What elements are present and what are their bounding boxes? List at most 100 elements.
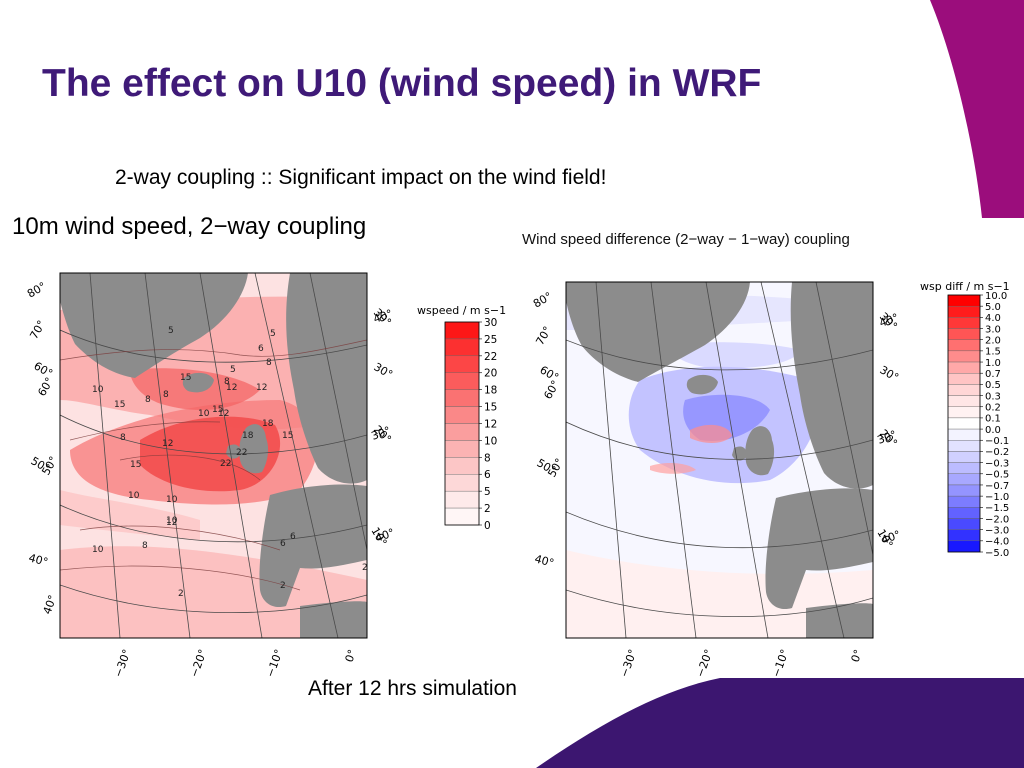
svg-text:10: 10	[128, 491, 140, 501]
legend-color-swatch	[947, 507, 981, 519]
svg-text:40°: 40°	[374, 526, 397, 545]
svg-text:22: 22	[220, 459, 231, 469]
legend-color-swatch	[444, 507, 480, 526]
legend-tick-label: −0.1	[985, 436, 1009, 447]
legend-tick-label: 0.1	[985, 414, 1001, 425]
contour-labels: 5 5 6 8 8 8 8 10 10 10 10 12 12 12 12 12…	[92, 326, 368, 599]
legend-tick-label: −2.0	[985, 514, 1009, 525]
wind-speed-legend-title: wspeed / m s−1	[417, 304, 506, 317]
north-africa-landmass	[806, 603, 873, 638]
svg-text:6: 6	[258, 344, 264, 354]
positive-diff-area	[690, 424, 732, 443]
positive-diff-area	[650, 463, 696, 474]
legend-color-swatch	[947, 350, 981, 363]
iceland-landmass	[182, 372, 214, 393]
svg-text:70°: 70°	[27, 318, 48, 341]
positive-diff-south	[566, 550, 873, 638]
legend-tick-label: −5.0	[985, 548, 1009, 559]
legend-tick-label: −0.5	[985, 470, 1009, 481]
legend-color-swatch	[947, 473, 981, 486]
svg-text:15: 15	[282, 431, 293, 441]
svg-text:18: 18	[242, 431, 254, 441]
legend-tick-label: 0.3	[985, 391, 1001, 402]
legend-tick-label: 5.0	[985, 302, 1001, 313]
longitude-labels-bottom: −30° −20° −10° 0°	[112, 648, 359, 679]
svg-text:6: 6	[290, 532, 296, 542]
svg-text:10: 10	[92, 545, 104, 555]
wind-speed-map: 5 5 6 8 8 8 8 10 10 10 10 12 12 12 12 12…	[25, 272, 506, 679]
svg-text:10: 10	[92, 385, 104, 395]
legend-color-swatch	[947, 384, 981, 396]
svg-text:10: 10	[198, 409, 210, 419]
legend-color-swatch	[947, 518, 981, 530]
latitude-labels: 80° 70° 60° 60° 50° 50° 40°	[531, 290, 566, 570]
british-isles-landmass	[745, 426, 775, 476]
legend-tick-label: 18	[484, 385, 497, 397]
svg-text:80°: 80°	[25, 280, 48, 301]
legend-color-swatch	[947, 495, 981, 508]
svg-text:70°: 70°	[533, 324, 554, 347]
svg-text:30°: 30°	[876, 428, 899, 447]
svg-text:8: 8	[266, 358, 272, 368]
svg-text:2: 2	[178, 589, 184, 599]
difference-legend: 10.05.04.03.02.01.51.00.70.50.30.20.10.0…	[947, 291, 1009, 559]
legend-tick-label: −1.5	[985, 503, 1009, 514]
svg-text:8: 8	[224, 377, 230, 387]
legend-tick-label: 6	[484, 469, 491, 481]
legend-tick-label: −0.3	[985, 458, 1009, 469]
slide-subtitle: 2-way coupling :: Significant impact on …	[115, 166, 607, 189]
legend-color-swatch	[444, 440, 480, 458]
legend-tick-label: 2.0	[985, 335, 1001, 346]
legend-color-swatch	[444, 389, 480, 407]
legend-color-swatch	[947, 462, 981, 474]
svg-text:40°: 40°	[880, 528, 903, 547]
legend-color-swatch	[947, 395, 981, 407]
legend-tick-label: 0.5	[985, 380, 1001, 391]
longitude-labels-right: 30° 40° 30° 20° 30° 10° 40°	[368, 306, 396, 548]
legend-tick-label: 8	[484, 452, 491, 464]
legend-tick-label: 0.2	[985, 403, 1001, 414]
legend-tick-label: 4.0	[985, 313, 1001, 324]
legend-color-swatch	[444, 474, 480, 492]
right-map-title: Wind speed difference (2−way − 1−way) co…	[522, 231, 850, 248]
magenta-corner-shape	[930, 0, 1024, 218]
legend-color-swatch	[947, 294, 981, 307]
svg-text:15: 15	[180, 373, 191, 383]
svg-text:60°: 60°	[541, 378, 562, 401]
svg-text:0°: 0°	[343, 648, 359, 664]
svg-text:40°: 40°	[41, 593, 60, 616]
svg-text:−30°: −30°	[618, 648, 640, 679]
legend-color-swatch	[947, 339, 981, 352]
left-map-title: 10m wind speed, 2−way coupling	[12, 213, 367, 240]
wind-difference-map: 80° 70° 60° 60° 50° 50° 40° 30° 40° 30° …	[531, 280, 1010, 679]
purple-corner-shape	[536, 678, 1024, 768]
svg-text:12: 12	[226, 383, 237, 393]
svg-text:22: 22	[236, 448, 247, 458]
svg-text:40°: 40°	[372, 307, 395, 326]
legend-color-swatch	[444, 372, 480, 390]
svg-text:−20°: −20°	[188, 648, 210, 679]
legend-frame	[444, 321, 480, 526]
legend-tick-label: 2	[484, 503, 491, 515]
svg-text:10: 10	[166, 495, 178, 505]
svg-text:40°: 40°	[878, 311, 901, 330]
legend-tick-label: 0	[484, 520, 491, 532]
scandinavia-landmass	[790, 282, 873, 489]
legend-color-swatch	[444, 355, 480, 373]
svg-text:0°: 0°	[849, 648, 865, 664]
iceland-landmass	[686, 374, 718, 395]
legend-frame	[947, 294, 981, 553]
legend-tick-label: 12	[484, 418, 497, 430]
legend-color-swatch	[947, 451, 981, 463]
legend-color-swatch	[947, 328, 981, 340]
svg-text:30°: 30°	[878, 363, 901, 384]
longitude-labels-right: 30° 40° 30° 20° 30° 10° 40°	[874, 310, 902, 550]
svg-text:5: 5	[230, 365, 236, 375]
legend-color-swatch	[947, 529, 981, 542]
legend-tick-label: 30	[484, 317, 497, 329]
legend-tick-label: 15	[484, 402, 497, 414]
svg-text:8: 8	[145, 395, 151, 405]
svg-text:30°: 30°	[370, 424, 393, 443]
